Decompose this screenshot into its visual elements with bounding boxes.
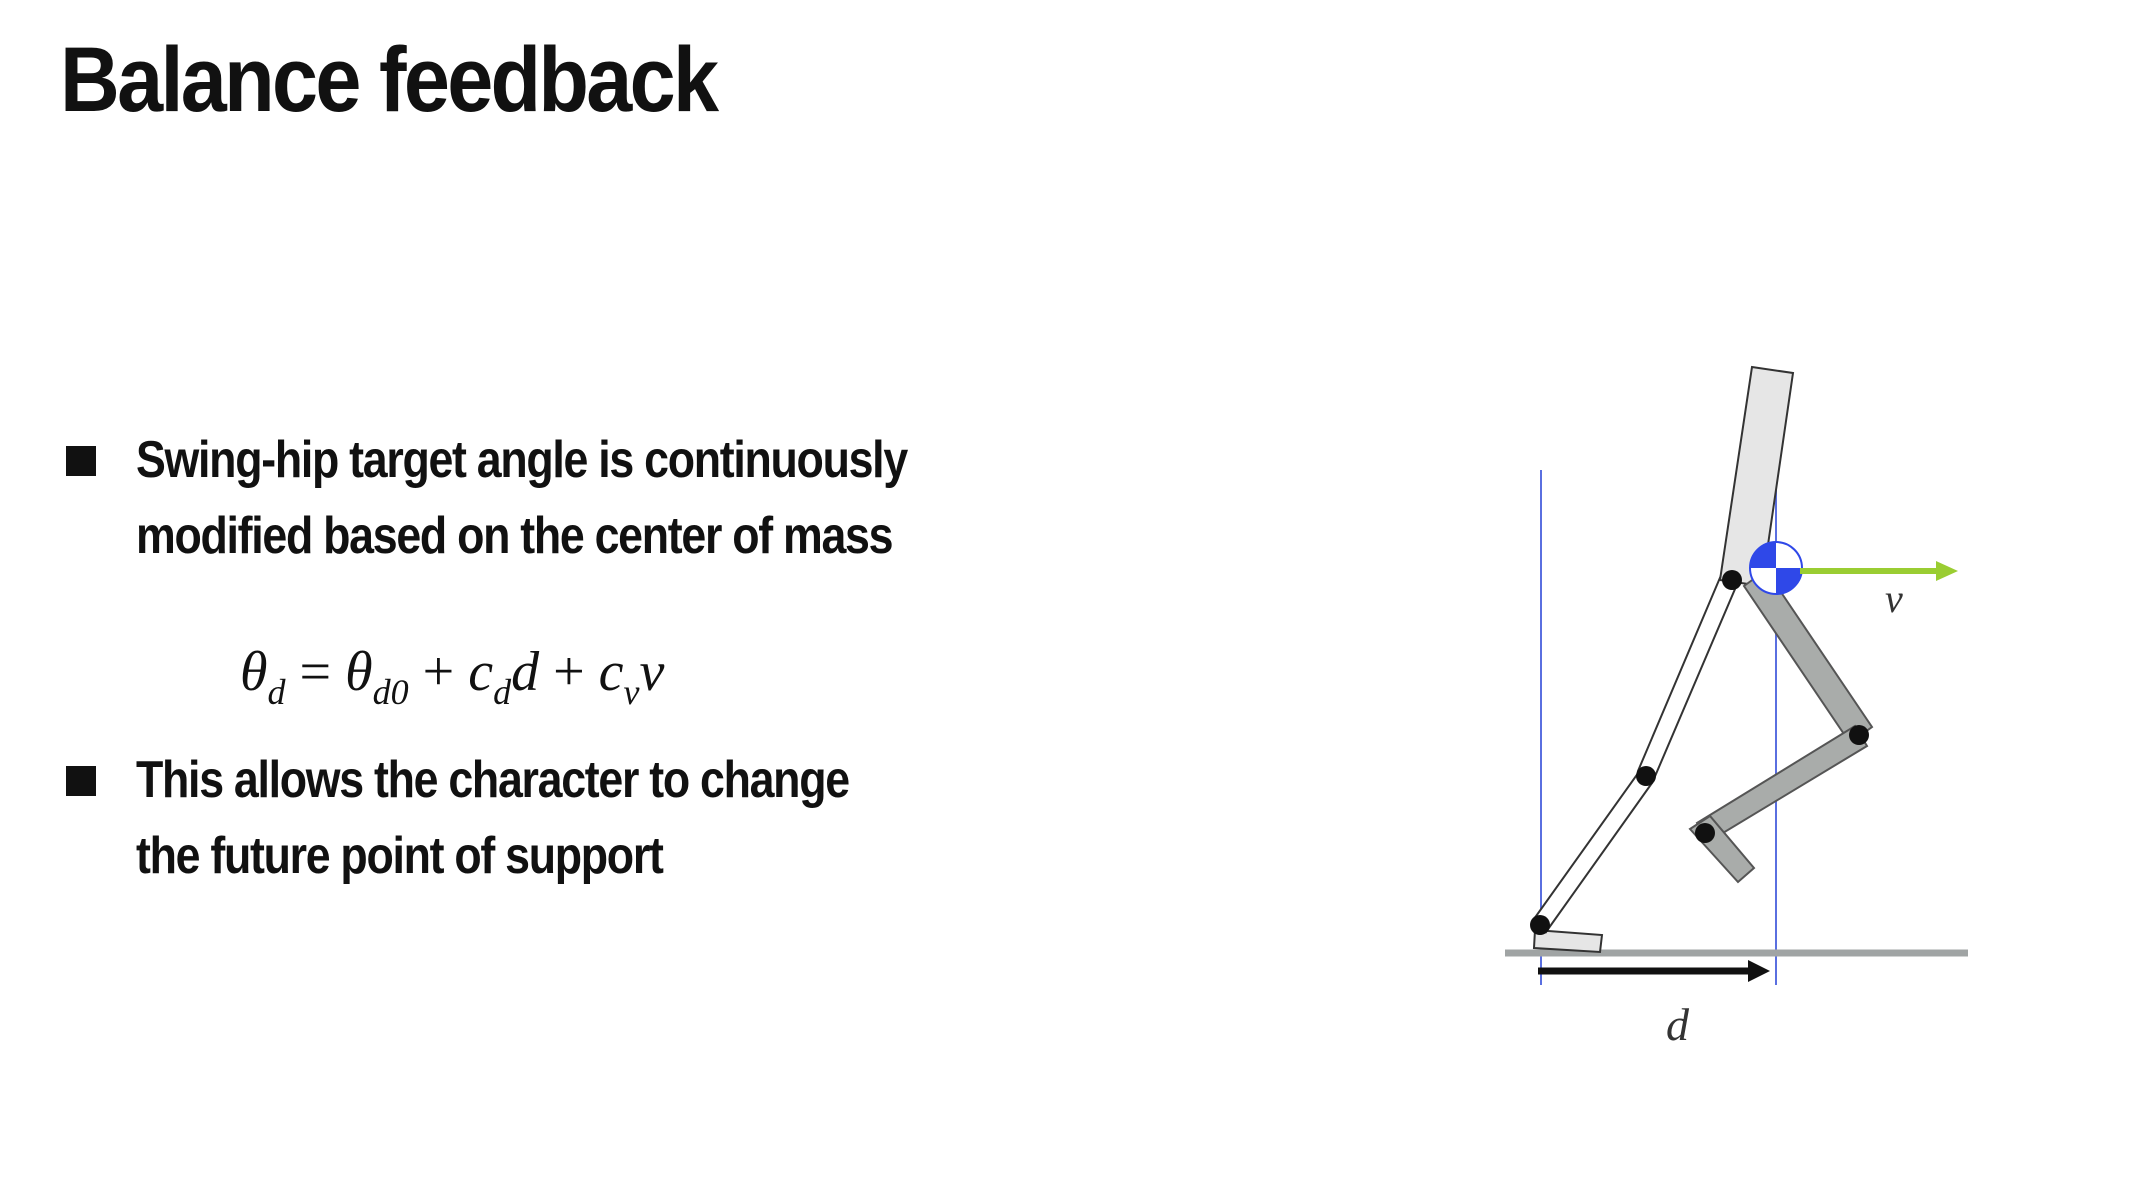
- stance-thigh: [1636, 571, 1740, 783]
- slide-title: Balance feedback: [60, 29, 719, 131]
- eq-var: d: [511, 641, 540, 703]
- velocity-arrow: [1800, 561, 1958, 581]
- bullet-line: Swing-hip target angle is continuously: [136, 431, 908, 489]
- eq-operator: =: [299, 641, 332, 703]
- bullet-line: modified based on the center of mass: [136, 507, 893, 565]
- bullet-line: This allows the character to change: [136, 751, 850, 809]
- swing-shank: [1695, 724, 1869, 844]
- bullet-square-icon: [66, 446, 96, 476]
- distance-label: d: [1666, 999, 1690, 1050]
- eq-theta: θ: [240, 641, 268, 703]
- eq-operator: +: [422, 641, 455, 703]
- hip-joint: [1722, 570, 1742, 590]
- walker-diagram: v d: [1505, 365, 1968, 1050]
- eq-sub: d: [267, 672, 286, 712]
- balance-equation: θd = θd0 + cdd + cvv: [240, 640, 665, 710]
- stance-foot: [1532, 928, 1604, 954]
- eq-theta: θ: [345, 641, 373, 703]
- swing-ankle-joint: [1695, 823, 1715, 843]
- bullet-text: This allows the character to change the …: [136, 742, 850, 894]
- distance-arrow: [1538, 960, 1770, 982]
- eq-sub: d0: [372, 672, 409, 712]
- eq-var: v: [639, 641, 665, 703]
- bullet-text: Swing-hip target angle is continuously m…: [136, 422, 908, 574]
- eq-coef: c: [598, 641, 624, 703]
- eq-coef: c: [468, 641, 494, 703]
- eq-operator: +: [553, 641, 585, 703]
- swing-knee-joint: [1849, 725, 1869, 745]
- stance-knee-joint: [1636, 766, 1656, 786]
- eq-sub: d: [493, 672, 512, 712]
- swing-thigh: [1742, 568, 1874, 745]
- center-of-mass-icon: [1749, 541, 1803, 595]
- stance-ankle-joint: [1530, 915, 1550, 935]
- stance-shank: [1532, 767, 1654, 934]
- bullet-square-icon: [66, 766, 96, 796]
- bullet-line: the future point of support: [136, 827, 664, 885]
- eq-sub: v: [623, 672, 640, 712]
- velocity-label: v: [1885, 576, 1903, 621]
